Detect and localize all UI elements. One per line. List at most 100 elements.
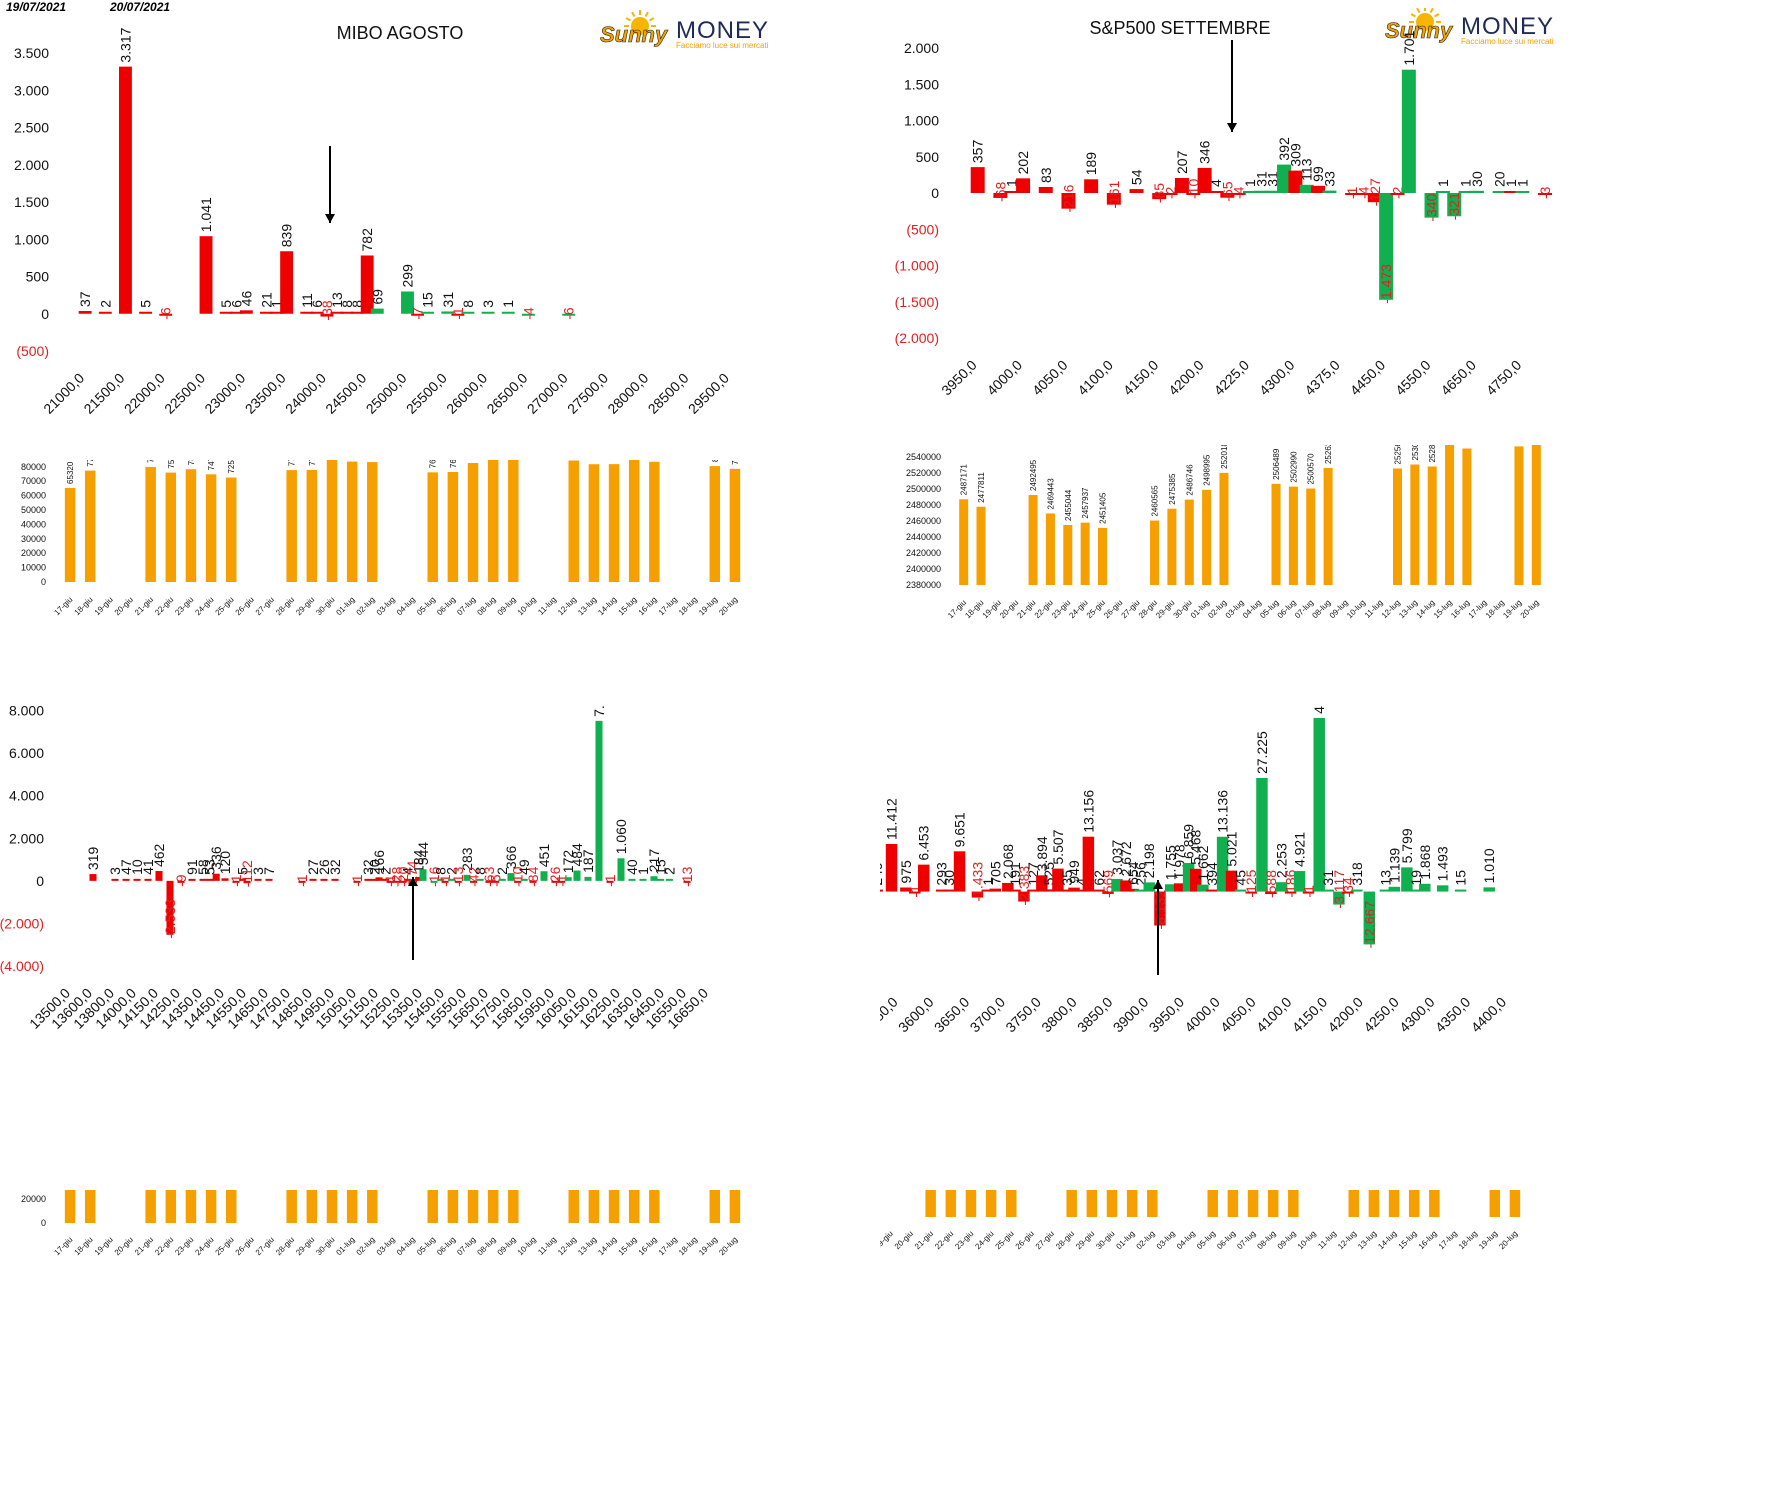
future-bar [346, 1190, 358, 1223]
future-x-tick-label: 14-lug [1376, 1229, 1398, 1251]
y-tick-label: (2.000) [895, 330, 939, 346]
bar-value-label: 394 [1204, 862, 1220, 886]
oi-bar [364, 878, 372, 881]
bar-value-label: 91 [184, 859, 200, 875]
oi-bar [1120, 880, 1132, 892]
bar-value-label: -1.433 [969, 862, 985, 902]
bar-value-label: 191 [1007, 862, 1023, 886]
oi-bar [1363, 891, 1376, 945]
oi-bar [1009, 889, 1021, 892]
bar-value-label: 309 [1287, 143, 1303, 167]
bar-value-label: 32 [327, 859, 343, 875]
bar-value-label: 13.136 [1215, 790, 1231, 833]
future-x-tick-label: 18-giu [963, 598, 985, 620]
bar-value-label: -13 [450, 866, 466, 886]
x-tick-label: 4150,0 [1120, 357, 1162, 399]
y-tick-label: 3.500 [14, 45, 49, 61]
x-tick-label: 3750,0 [1002, 994, 1044, 1036]
bar-value-label: 32 [360, 859, 376, 875]
bar-value-label: 2 [378, 867, 394, 875]
bar-value-label: 35 [1059, 870, 1075, 886]
oi-bar [1143, 882, 1155, 892]
bar-value-label: 15 [653, 859, 669, 875]
oi-bar [441, 880, 449, 883]
oi-bar [437, 878, 445, 881]
oi-bar [1265, 891, 1277, 895]
x-tick-label: 23000,0 [201, 370, 248, 417]
oi-bar [492, 880, 500, 883]
y-tick-label: 8.000 [9, 705, 44, 719]
oi-bar [370, 308, 384, 314]
future-x-tick-label: 15-lug [1397, 1229, 1419, 1251]
future-bar [427, 472, 438, 582]
bar-value-label: 8 [460, 300, 476, 308]
bar-value-label: -13 [679, 866, 695, 886]
future-x-tick-label: 30-giu [1172, 598, 1194, 620]
oi-bar [1265, 190, 1280, 193]
future-value-label: 77831 [308, 460, 317, 466]
x-tick-label: 4300,0 [1396, 994, 1438, 1036]
future-x-tick-label: 09-lug [1276, 1229, 1298, 1251]
future-bar [226, 1190, 237, 1223]
oi-bar [1299, 184, 1314, 193]
bar-value-label: 2.672 [1118, 841, 1134, 876]
oi-bar [265, 878, 273, 881]
future-bar [729, 1190, 741, 1223]
future-value-label: 2475385 [1168, 473, 1177, 505]
future-bar [965, 1190, 977, 1217]
future-y-tick-label: 80000 [21, 462, 46, 472]
future-value-label: 74785 [207, 460, 216, 470]
bar-value-label: 544 [415, 842, 431, 866]
y-tick-label: 0 [931, 185, 939, 201]
oi-bar [918, 864, 930, 892]
bar-value-label: -4 [520, 307, 536, 320]
bar-value-label: -588 [1263, 870, 1279, 898]
oi-bar [331, 878, 339, 881]
sun-icon [631, 17, 649, 35]
x-tick-label: 4050,0 [1217, 994, 1259, 1036]
bar-value-label: 1 [1242, 179, 1258, 187]
bar-value-label: 3 [480, 300, 496, 308]
oi-bar [1004, 191, 1019, 193]
oi-bar [1454, 889, 1467, 892]
future-x-tick-label: 27-giu [254, 595, 276, 617]
bar-value-label: 13 [1377, 870, 1393, 886]
future-x-tick-label: 02-lug [1135, 1229, 1157, 1251]
oi-bar [617, 858, 625, 881]
oi-bar [239, 878, 247, 881]
bar-value-label: 5 [235, 867, 251, 875]
bar-value-label: 249 [880, 862, 885, 886]
future-x-tick-label: 17-lug [1467, 598, 1489, 620]
oi-bar [320, 878, 328, 881]
oi-bar [683, 880, 691, 883]
x-tick-label: 4300,0 [1256, 357, 1298, 399]
future-bar [1288, 1190, 1299, 1217]
future-value-label: 2525672 [1394, 445, 1403, 464]
x-tick-label: 4400,0 [1468, 994, 1510, 1036]
future-x-tick-label: 07-lug [1235, 1229, 1257, 1251]
bar-value-label: -20 [395, 866, 411, 886]
bar-value-label: 1.868 [1417, 845, 1433, 880]
future-x-tick-label: 21-giu [913, 1229, 935, 1251]
oi-bar [1419, 883, 1431, 892]
future-x-tick-label: 19-giu [93, 595, 115, 617]
bar-value-label: 293 [934, 862, 950, 886]
bar-value-label: 11.412 [884, 798, 900, 840]
bar-value-label: 6.859 [1181, 824, 1197, 859]
future-value-label: 78313 [187, 460, 196, 465]
sp500-future-chart: FUTURE2380000240000024200002440000246000… [906, 445, 1541, 620]
future-y-tick-label: 60000 [21, 491, 46, 501]
future-x-tick-label: 22-giu [153, 595, 175, 617]
oi-bar [476, 878, 484, 881]
arrow-head-icon [325, 214, 335, 223]
future-x-tick-label: 09-lug [496, 595, 518, 617]
bar-value-label: -5 [488, 874, 504, 887]
future-x-tick-label: 03-lug [375, 1235, 397, 1257]
oi-bar [1351, 889, 1363, 892]
future-bar [447, 472, 459, 582]
future-bar [165, 1190, 177, 1223]
future-y-tick-label: 2460000 [906, 516, 941, 526]
oi-bar [239, 310, 253, 314]
future-x-tick-label: 29-giu [294, 1235, 316, 1257]
future-bar [649, 461, 660, 582]
